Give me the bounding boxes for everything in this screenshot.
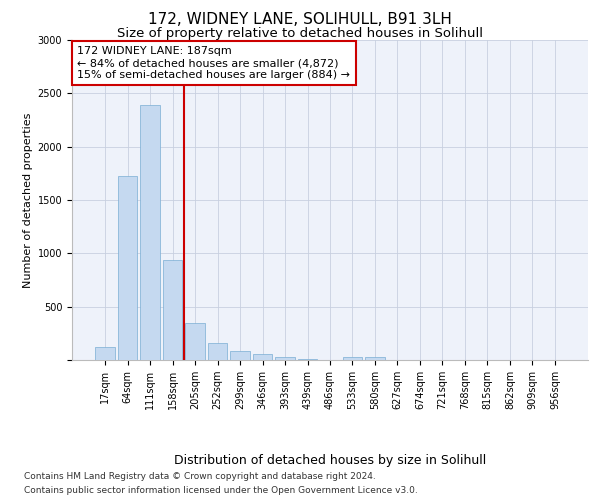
Bar: [365, 357, 385, 360]
Text: Contains public sector information licensed under the Open Government Licence v3: Contains public sector information licen…: [24, 486, 418, 495]
X-axis label: Distribution of detached houses by size in Solihull: Distribution of detached houses by size …: [174, 454, 486, 466]
Y-axis label: Number of detached properties: Number of detached properties: [23, 112, 34, 288]
Bar: [95, 347, 115, 360]
Bar: [118, 176, 137, 360]
Bar: [275, 357, 295, 360]
Text: Contains HM Land Registry data © Crown copyright and database right 2024.: Contains HM Land Registry data © Crown c…: [24, 472, 376, 481]
Bar: [185, 322, 205, 360]
Bar: [230, 352, 250, 360]
Bar: [163, 260, 182, 360]
Bar: [253, 354, 272, 360]
Bar: [343, 357, 362, 360]
Text: 172, WIDNEY LANE, SOLIHULL, B91 3LH: 172, WIDNEY LANE, SOLIHULL, B91 3LH: [148, 12, 452, 28]
Text: 172 WIDNEY LANE: 187sqm
← 84% of detached houses are smaller (4,872)
15% of semi: 172 WIDNEY LANE: 187sqm ← 84% of detache…: [77, 46, 350, 80]
Text: Size of property relative to detached houses in Solihull: Size of property relative to detached ho…: [117, 28, 483, 40]
Bar: [208, 344, 227, 360]
Bar: [140, 105, 160, 360]
